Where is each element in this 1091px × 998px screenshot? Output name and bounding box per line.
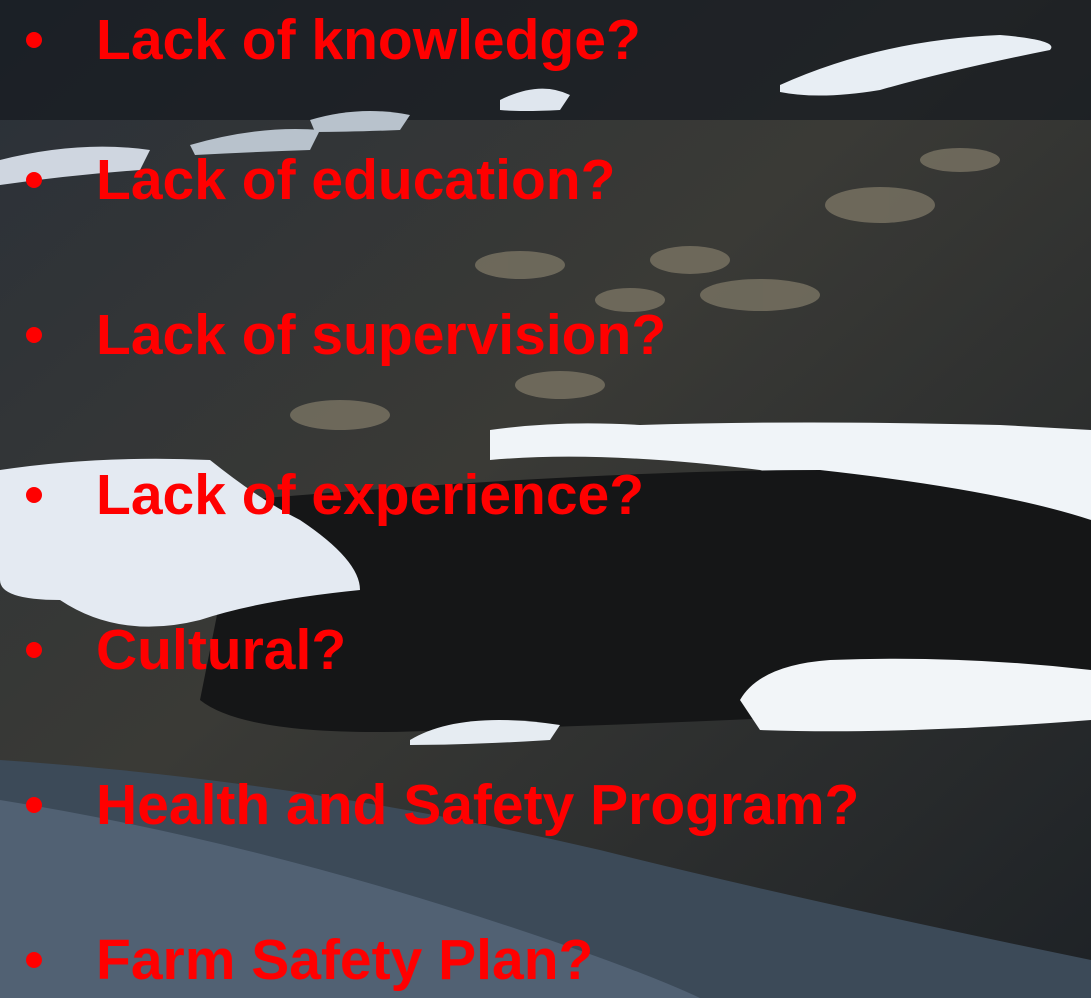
bullet-marker	[26, 327, 42, 343]
bullet-marker	[26, 797, 42, 813]
bullet-text: Lack of supervision?	[96, 302, 666, 368]
bullet-text: Cultural?	[96, 617, 346, 683]
bullet-text: Lack of experience?	[96, 462, 644, 528]
bullet-marker	[26, 952, 42, 968]
bullet-text: Health and Safety Program?	[96, 772, 859, 838]
bullet-marker	[26, 487, 42, 503]
bullet-item: Lack of education?	[18, 140, 615, 220]
slide: Lack of knowledge? Lack of education? Lack…	[0, 0, 1091, 998]
bullet-item: Lack of supervision?	[18, 295, 666, 375]
bullet-text: Lack of education?	[96, 147, 615, 213]
bullet-marker	[26, 642, 42, 658]
bullet-marker	[26, 172, 42, 188]
bullet-item: Cultural?	[18, 610, 346, 690]
bullet-text: Lack of knowledge?	[96, 7, 641, 73]
bullet-item: Health and Safety Program?	[18, 765, 859, 845]
bullet-item: Lack of knowledge?	[18, 0, 641, 80]
bullet-item: Lack of experience?	[18, 455, 644, 535]
bullet-marker	[26, 32, 42, 48]
bullet-list: Lack of knowledge? Lack of education? Lack…	[0, 0, 1091, 998]
bullet-item: Farm Safety Plan?	[18, 920, 593, 998]
bullet-text: Farm Safety Plan?	[96, 927, 593, 993]
